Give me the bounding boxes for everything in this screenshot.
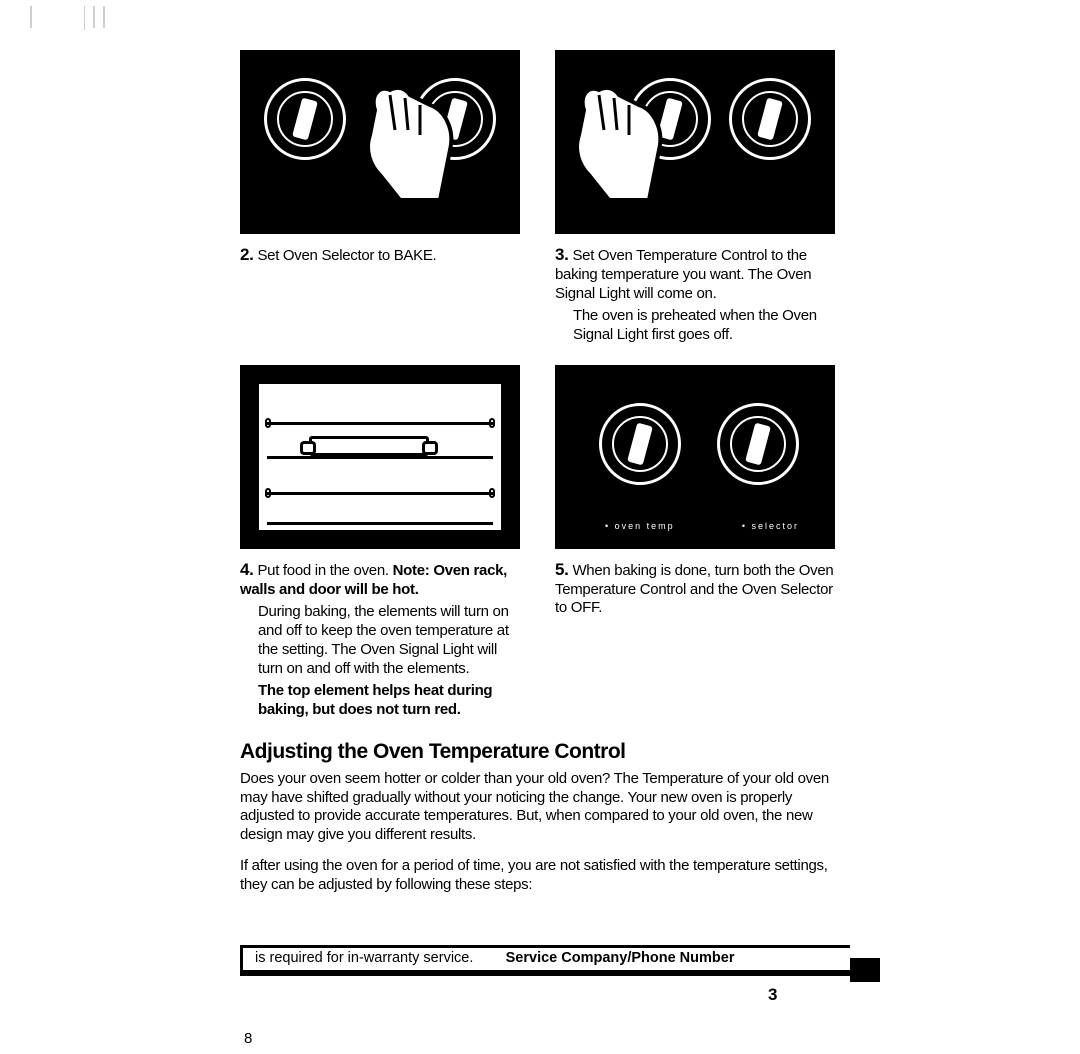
step-3-block: 3. Set Oven Temperature Control to the b… bbox=[555, 50, 840, 345]
hand-icon bbox=[350, 80, 460, 210]
manual-page: 2. Set Oven Selector to BAKE. bbox=[240, 50, 840, 894]
illustration-step3 bbox=[555, 50, 835, 234]
adjusting-p1: Does your oven seem hotter or colder tha… bbox=[240, 770, 840, 845]
page-number-left: 8 bbox=[244, 1030, 252, 1047]
illustration-step5: • oven temp • selector bbox=[555, 365, 835, 549]
step-4-tail: The top element helps heat during baking… bbox=[258, 682, 525, 720]
step-3-body-a: Set Oven Temperature Control to the baki… bbox=[555, 247, 811, 302]
row-steps-4-5: 4. Put food in the oven. Note: Oven rack… bbox=[240, 365, 840, 720]
step-2-body: Set Oven Selector to BAKE. bbox=[257, 247, 436, 264]
adjusting-heading: Adjusting the Oven Temperature Control bbox=[240, 740, 840, 764]
step-2-text: 2. Set Oven Selector to BAKE. bbox=[240, 244, 525, 266]
adjusting-p2: If after using the oven for a period of … bbox=[240, 857, 840, 895]
footer-right: Service Company/Phone Number bbox=[506, 950, 735, 966]
step-5-block: • oven temp • selector 5. When baking is… bbox=[555, 365, 840, 720]
footer-black-marker bbox=[850, 958, 880, 982]
step-3-number: 3. bbox=[555, 245, 569, 264]
hand-icon bbox=[559, 80, 669, 210]
scan-artifact-ticks bbox=[30, 6, 105, 30]
illustration-step2 bbox=[240, 50, 520, 234]
step-5-body: When baking is done, turn both the Oven … bbox=[555, 562, 833, 617]
step-4-number: 4. bbox=[240, 560, 254, 579]
step-4-body: During baking, the elements will turn on… bbox=[258, 603, 525, 678]
step-4-lead: Put food in the oven. bbox=[257, 562, 392, 579]
illustration-step4 bbox=[240, 365, 520, 549]
step-4-text: 4. Put food in the oven. Note: Oven rack… bbox=[240, 559, 525, 600]
step-2-number: 2. bbox=[240, 245, 254, 264]
step-5-number: 5. bbox=[555, 560, 569, 579]
footer-bar: is required for in-warranty service. Ser… bbox=[240, 945, 850, 976]
step-5-text: 5. When baking is done, turn both the Ov… bbox=[555, 559, 840, 618]
page-number-right: 3 bbox=[768, 985, 777, 1005]
step-3-text: 3. Set Oven Temperature Control to the b… bbox=[555, 244, 840, 303]
row-steps-2-3: 2. Set Oven Selector to BAKE. bbox=[240, 50, 840, 345]
step-2-block: 2. Set Oven Selector to BAKE. bbox=[240, 50, 525, 345]
step-4-block: 4. Put food in the oven. Note: Oven rack… bbox=[240, 365, 525, 720]
footer-left: is required for in-warranty service. bbox=[255, 950, 473, 966]
step-3-body-b: The oven is preheated when the Oven Sign… bbox=[573, 307, 840, 345]
